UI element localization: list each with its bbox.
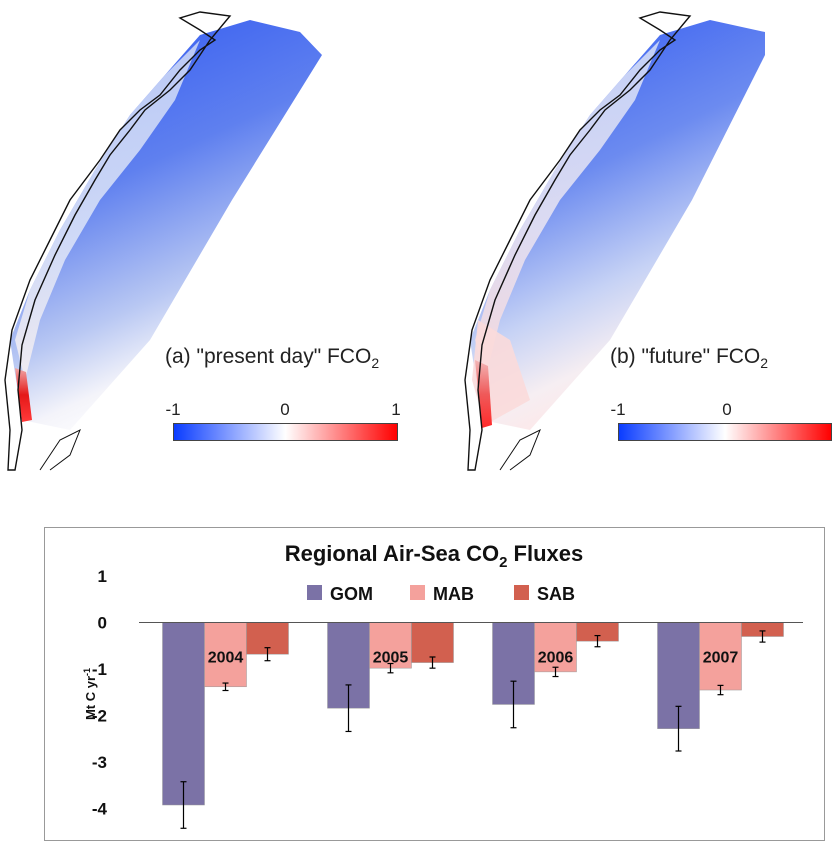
- colorbar-a-tick-max: 1: [391, 400, 401, 419]
- regional-flux-chart: Regional Air-Sea CO2 Fluxes 1 0 -1 -2 -3 -4 Mt …: [44, 527, 825, 841]
- y-axis-label: Mt C yr-1: [82, 668, 98, 720]
- legend-swatch-gom: [307, 585, 322, 600]
- y-tick-label: 0: [98, 614, 107, 633]
- colorbar-a: [173, 423, 398, 441]
- colorbar-a-tick-mid: 0: [280, 400, 290, 419]
- category-label-2007: 2007: [703, 650, 739, 667]
- bar-gom-2004: [162, 622, 205, 806]
- legend-label-sab: SAB: [537, 584, 575, 604]
- legend-swatch-sab: [514, 585, 529, 600]
- colorbar-b: [618, 423, 832, 441]
- bar-mab-2005: [369, 622, 412, 669]
- map-future: (b) "future" FCO2 -1 0: [440, 0, 833, 480]
- y-tick-label: -3: [92, 753, 107, 772]
- legend-swatch-mab: [410, 585, 425, 600]
- colorbar-b-tick-mid: 0: [722, 400, 732, 419]
- y-tick-label: -2: [92, 707, 107, 726]
- bar-sab-2005: [411, 622, 454, 663]
- colorbar-b-tick-min: -1: [610, 400, 626, 419]
- category-label-2005: 2005: [373, 650, 409, 667]
- category-label-2004: 2004: [208, 650, 244, 667]
- coast-map: [4, 11, 322, 471]
- legend-label-mab: MAB: [433, 584, 474, 604]
- y-tick-label: 1: [98, 567, 107, 586]
- chart-title: Regional Air-Sea CO2 Fluxes: [285, 541, 584, 571]
- colorbar-a-tick-min: -1: [165, 400, 181, 419]
- y-tick-label: -4: [92, 800, 108, 819]
- coast-map: [464, 11, 765, 471]
- chart-canvas: Regional Air-Sea CO2 Fluxes 1 0 -1 -2 -3 -4 Mt …: [82, 541, 803, 829]
- y-tick-label: -1: [92, 660, 107, 679]
- map-b-label: (b) "future" FCO2: [610, 345, 769, 372]
- legend-label-gom: GOM: [330, 584, 373, 604]
- map-a-label: (a) "present day" FCO2: [165, 345, 380, 372]
- map-present-day: (a) "present day" FCO2 -1 0 1: [0, 0, 420, 480]
- category-label-2006: 2006: [538, 650, 574, 667]
